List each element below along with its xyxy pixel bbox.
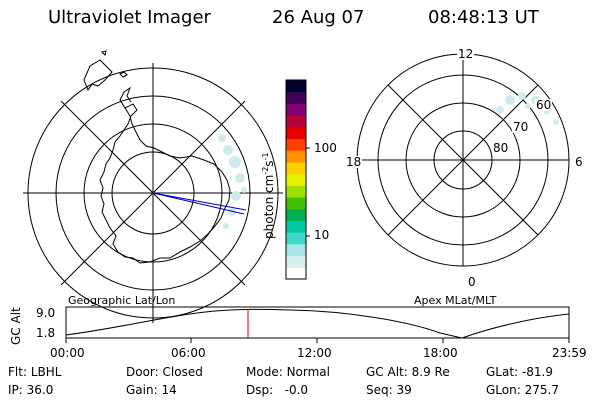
colorbar-segment [286, 267, 306, 280]
time-tick-0600: 06:00 [171, 346, 206, 360]
colorbar-segment [286, 208, 306, 221]
mlat-label-80: 80 [492, 141, 510, 155]
colorbar-segment [286, 197, 306, 210]
antarctica-coastline [99, 103, 231, 264]
altitude-plot [65, 306, 570, 343]
south-america-tip [83, 59, 113, 92]
colorbar [285, 79, 310, 280]
status-glon: GLon: 275.7 [486, 383, 559, 397]
altitude-tick-1-8: 1.8 [36, 326, 56, 340]
altitude-tick-9: 9.0 [36, 306, 56, 320]
colorbar-frame [285, 79, 307, 280]
status-gain: Gain: 14 [126, 383, 177, 397]
status-door: Door: Closed [126, 365, 203, 379]
geographic-map [23, 50, 283, 323]
antarctic-peninsula [119, 86, 132, 109]
mlat-label-70: 70 [512, 120, 530, 134]
colorbar-segment [286, 138, 306, 151]
status-glat: GLat: -81.9 [486, 365, 553, 379]
magnetic-caption: Apex MLat/MLT [414, 294, 497, 307]
colorbar-segment [286, 115, 306, 128]
status-mode: Mode: Normal [246, 365, 330, 379]
altitude-curve [65, 308, 570, 339]
ground-track-line [152, 192, 247, 211]
instrument-title: Ultraviolet Imager [48, 7, 211, 28]
magnetic-map [356, 53, 570, 267]
geographic-caption: Geographic Lat/Lon [68, 294, 176, 307]
islands [101, 50, 128, 78]
time-label: 08:48:13 UT [428, 7, 539, 28]
terminator-line [152, 192, 245, 215]
colorbar-tick-10: 10 [314, 228, 330, 242]
colorbar-segment [286, 126, 306, 140]
time-tick-2359: 23:59 [552, 346, 587, 360]
status-seq: Seq: 39 [366, 383, 412, 397]
colorbar-segment [286, 161, 306, 175]
colorbar-segment [286, 150, 306, 163]
time-tick-1800: 18:00 [423, 346, 458, 360]
colorbar-segment [286, 255, 306, 268]
colorbar-segment [286, 91, 306, 104]
colorbar-unit: photon cm-2s-1 [261, 152, 276, 239]
auroral-emission-left [218, 134, 247, 229]
status-dsp: Dsp: -0.0 [246, 383, 309, 397]
time-tick-1200: 12:00 [297, 346, 332, 360]
time-tick-0000: 00:00 [50, 346, 85, 360]
altitude-axis-label: GC Alt [9, 307, 23, 345]
mlt-label-18: 18 [345, 155, 363, 169]
colorbar-segment [286, 243, 306, 257]
status-gc-alt: GC Alt: 8.9 Re [366, 365, 450, 379]
status-filter: Flt: LBHL [8, 365, 62, 379]
mlt-label-6: 6 [574, 155, 584, 169]
mlt-label-0: 0 [467, 275, 477, 289]
mlt-label-12: 12 [457, 47, 475, 61]
colorbar-segment [286, 185, 306, 198]
mlat-label-60: 60 [535, 98, 553, 112]
colorbar-segment [286, 80, 306, 93]
status-ip: IP: 36.0 [8, 383, 54, 397]
colorbar-segment [286, 232, 306, 245]
colorbar-tick-100: 100 [314, 141, 337, 155]
colorbar-segment [286, 103, 306, 116]
date-label: 26 Aug 07 [272, 7, 365, 28]
colorbar-segment [286, 173, 306, 186]
colorbar-segment [286, 220, 306, 233]
